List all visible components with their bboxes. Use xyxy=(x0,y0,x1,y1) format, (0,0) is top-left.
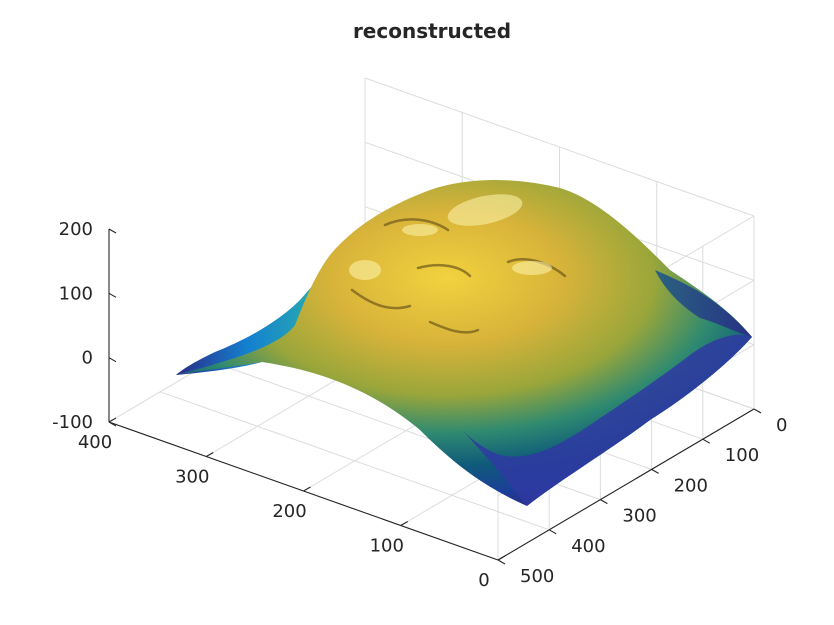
x-tick-200 xyxy=(303,486,311,492)
y-tick-200 xyxy=(651,468,659,474)
y-tick-0 xyxy=(753,408,762,414)
y-tick-label-300: 300 xyxy=(622,506,656,527)
axis-lines xyxy=(108,228,762,565)
surface xyxy=(176,180,752,506)
surface-front-right-band xyxy=(462,334,752,506)
chart-title: reconstructed xyxy=(353,19,511,43)
z-tick-0 xyxy=(108,357,117,363)
y-axis-line xyxy=(497,408,755,561)
z-tick-100 xyxy=(108,292,117,298)
y-tick-label-0: 0 xyxy=(776,415,787,436)
x-tick-label-0: 0 xyxy=(478,570,489,591)
grid-floor-y-400 xyxy=(160,391,550,531)
x-tick-300 xyxy=(205,452,214,457)
x-tick-label-400: 400 xyxy=(78,432,112,453)
y-tick-500 xyxy=(497,559,506,565)
y-tick-300 xyxy=(600,499,608,505)
y-tick-100 xyxy=(702,438,711,444)
x-tick-400 xyxy=(108,417,117,423)
y-tick-400 xyxy=(548,529,557,535)
x-tick-label-100: 100 xyxy=(370,536,404,557)
x-tick-label-200: 200 xyxy=(272,501,306,522)
surface-highlights xyxy=(349,194,552,280)
z-tick-label--100: -100 xyxy=(52,412,93,433)
z-tick-label-0: 0 xyxy=(82,348,93,369)
x-tick-100 xyxy=(400,521,409,526)
facial-features xyxy=(350,218,567,334)
surface-right-wing xyxy=(655,270,752,337)
z-tick-label-200: 200 xyxy=(59,219,93,240)
z-tick-200 xyxy=(108,228,117,234)
y-tick-label-100: 100 xyxy=(725,445,759,466)
y-tick-label-400: 400 xyxy=(571,536,605,557)
z-tick--100 xyxy=(108,421,117,427)
x-tick-0 xyxy=(497,555,506,561)
y-tick-label-200: 200 xyxy=(674,475,708,496)
y-tick-label-500: 500 xyxy=(520,566,554,587)
grid-wall-z-back-left-200 xyxy=(364,77,755,217)
tick-labels: 0 100 200 300 400 0 100 200 300 400 500 -100 0 100 200 xyxy=(52,219,787,591)
z-tick-label-100: 100 xyxy=(59,283,93,304)
x-tick-label-300: 300 xyxy=(175,467,209,488)
